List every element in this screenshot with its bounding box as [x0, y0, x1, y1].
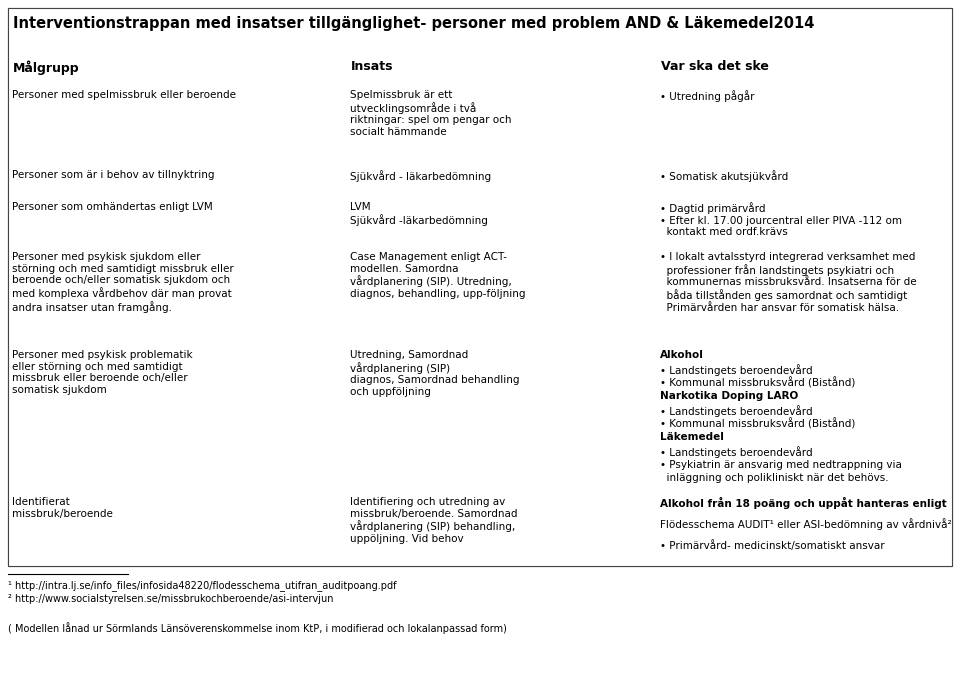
Bar	[656, 247, 952, 345]
Text: Narkotika Doping LARO: Narkotika Doping LARO	[660, 391, 799, 401]
Text: ¹ http://intra.lj.se/info_files/infosida48220/flodesschema_utifran_auditpoang.pd: ¹ http://intra.lj.se/info_files/infosida…	[8, 580, 396, 591]
Text: Läkemedel: Läkemedel	[660, 432, 724, 443]
Bar	[656, 492, 952, 566]
Bar	[286, 85, 306, 165]
Text: • Landstingets beroendevård: • Landstingets beroendevård	[660, 405, 812, 416]
Text: Personer med psykisk sjukdom eller
störning och med samtidigt missbruk eller
ber: Personer med psykisk sjukdom eller störn…	[12, 252, 233, 313]
Bar	[346, 492, 656, 566]
Bar	[656, 53, 952, 85]
Text: Insats: Insats	[351, 60, 394, 73]
Bar	[326, 492, 346, 566]
Bar	[8, 8, 952, 566]
Bar	[286, 197, 306, 247]
Bar	[656, 85, 952, 165]
Text: • Somatisk akutsjükvård: • Somatisk akutsjükvård	[660, 170, 788, 182]
Bar	[8, 165, 286, 197]
Bar	[656, 165, 952, 197]
Bar	[286, 345, 306, 492]
Text: Målgrupp: Målgrupp	[13, 60, 80, 75]
Text: Personer som omhändertas enligt LVM: Personer som omhändertas enligt LVM	[12, 202, 213, 212]
Text: Case Management enligt ACT-
modellen. Samordna
vårdplanering (SIP). Utredning,
d: Case Management enligt ACT- modellen. Sa…	[350, 252, 525, 299]
Bar	[346, 197, 656, 247]
Text: C: C	[293, 497, 300, 507]
Text: inläggning och polikliniskt när det behövs.: inläggning och polikliniskt när det behö…	[660, 473, 889, 484]
Text: Personer som är i behov av tillnyktring: Personer som är i behov av tillnyktring	[12, 170, 214, 180]
Text: ² http://www.socialstyrelsen.se/missbrukochberoende/asi-intervjun: ² http://www.socialstyrelsen.se/missbruk…	[8, 594, 333, 604]
Text: Personer med spelmissbruk eller beroende: Personer med spelmissbruk eller beroende	[12, 90, 236, 100]
Bar	[286, 492, 306, 566]
Text: E: E	[313, 252, 320, 262]
Bar	[306, 165, 326, 197]
Text: D: D	[292, 350, 300, 360]
Bar	[8, 85, 286, 165]
Bar	[306, 85, 326, 165]
Bar	[306, 492, 326, 566]
Text: Utredning, Samordnad
vårdplanering (SIP)
diagnos, Samordnad behandling
och uppfö: Utredning, Samordnad vårdplanering (SIP)…	[350, 350, 519, 397]
Text: Identifiering och utredning av
missbruk/beroende. Samordnad
vårdplanering (SIP) : Identifiering och utredning av missbruk/…	[350, 497, 517, 544]
Bar	[286, 165, 306, 197]
Bar	[306, 247, 326, 345]
Text: Spelmissbruk är ett
utvecklingsområde i två
riktningar: spel om pengar och
socia: Spelmissbruk är ett utvecklingsområde i …	[350, 90, 512, 137]
Bar	[8, 345, 286, 492]
Text: • I lokalt avtalsstyrd integrerad verksamhet med
  professioner från landstinget: • I lokalt avtalsstyrd integrerad verksa…	[660, 252, 917, 313]
Text: Flödesschema AUDIT¹ eller ASI-bedömning av vårdnivå²: Flödesschema AUDIT¹ eller ASI-bedömning …	[660, 519, 951, 530]
Text: Sjükvård - läkarbedömning: Sjükvård - läkarbedömning	[350, 170, 492, 182]
Text: • Kommunal missbruksvård (Bistånd): • Kommunal missbruksvård (Bistånd)	[660, 377, 855, 389]
Text: • Psykiatrin är ansvarig med nedtrappning via: • Psykiatrin är ansvarig med nedtrappnin…	[660, 460, 901, 470]
Bar	[306, 345, 326, 492]
Text: • Primärvård- medicinskt/somatiskt ansvar: • Primärvård- medicinskt/somatiskt ansva…	[660, 540, 884, 551]
Bar	[326, 197, 346, 247]
Text: • Landstingets beroendevård: • Landstingets beroendevård	[660, 364, 812, 375]
Text: LVM
Sjükvård -läkarbedömning: LVM Sjükvård -läkarbedömning	[350, 202, 488, 226]
Bar	[326, 345, 346, 492]
Bar	[286, 247, 306, 345]
Text: C: C	[312, 497, 320, 507]
Text: Identifierat
missbruk/beroende: Identifierat missbruk/beroende	[12, 497, 113, 519]
Text: C: C	[332, 497, 340, 507]
Bar	[8, 197, 286, 247]
Bar	[326, 85, 346, 165]
Text: Interventionstrappan med insatser tillgänglighet- personer med problem AND & Läk: Interventionstrappan med insatser tillgä…	[13, 16, 814, 31]
Bar	[346, 165, 656, 197]
Bar	[346, 53, 656, 85]
Bar	[326, 165, 346, 197]
Bar	[656, 345, 952, 492]
Text: Var ska det ske: Var ska det ske	[661, 60, 769, 73]
Bar	[326, 247, 346, 345]
Text: • Dagtid primärvård
• Efter kl. 17.00 jourcentral eller PIVA -112 om
  kontakt m: • Dagtid primärvård • Efter kl. 17.00 jo…	[660, 202, 902, 237]
Bar	[306, 197, 326, 247]
Text: Alkohol: Alkohol	[660, 350, 704, 360]
Text: Personer med psykisk problematik
eller störning och med samtidigt
missbruk eller: Personer med psykisk problematik eller s…	[12, 350, 193, 395]
Text: Alkohol från 18 poäng och uppåt hanteras enligt: Alkohol från 18 poäng och uppåt hanteras…	[660, 497, 947, 509]
Bar	[286, 53, 346, 85]
Bar	[8, 492, 286, 566]
Bar	[346, 247, 656, 345]
Text: ( Modellen lånad ur Sörmlands Länsöverenskommelse inom KtP, i modifierad och lok: ( Modellen lånad ur Sörmlands Länsöveren…	[8, 622, 507, 634]
Text: • Landstingets beroendevård: • Landstingets beroendevård	[660, 446, 812, 458]
Bar	[8, 8, 952, 53]
Bar	[8, 247, 286, 345]
Bar	[8, 53, 286, 85]
Text: • Utredning pågår: • Utredning pågår	[660, 90, 755, 102]
Text: D: D	[312, 350, 320, 360]
Bar	[656, 197, 952, 247]
Bar	[346, 345, 656, 492]
Text: • Kommunal missbruksvård (Bistånd): • Kommunal missbruksvård (Bistånd)	[660, 419, 855, 430]
Bar	[346, 85, 656, 165]
